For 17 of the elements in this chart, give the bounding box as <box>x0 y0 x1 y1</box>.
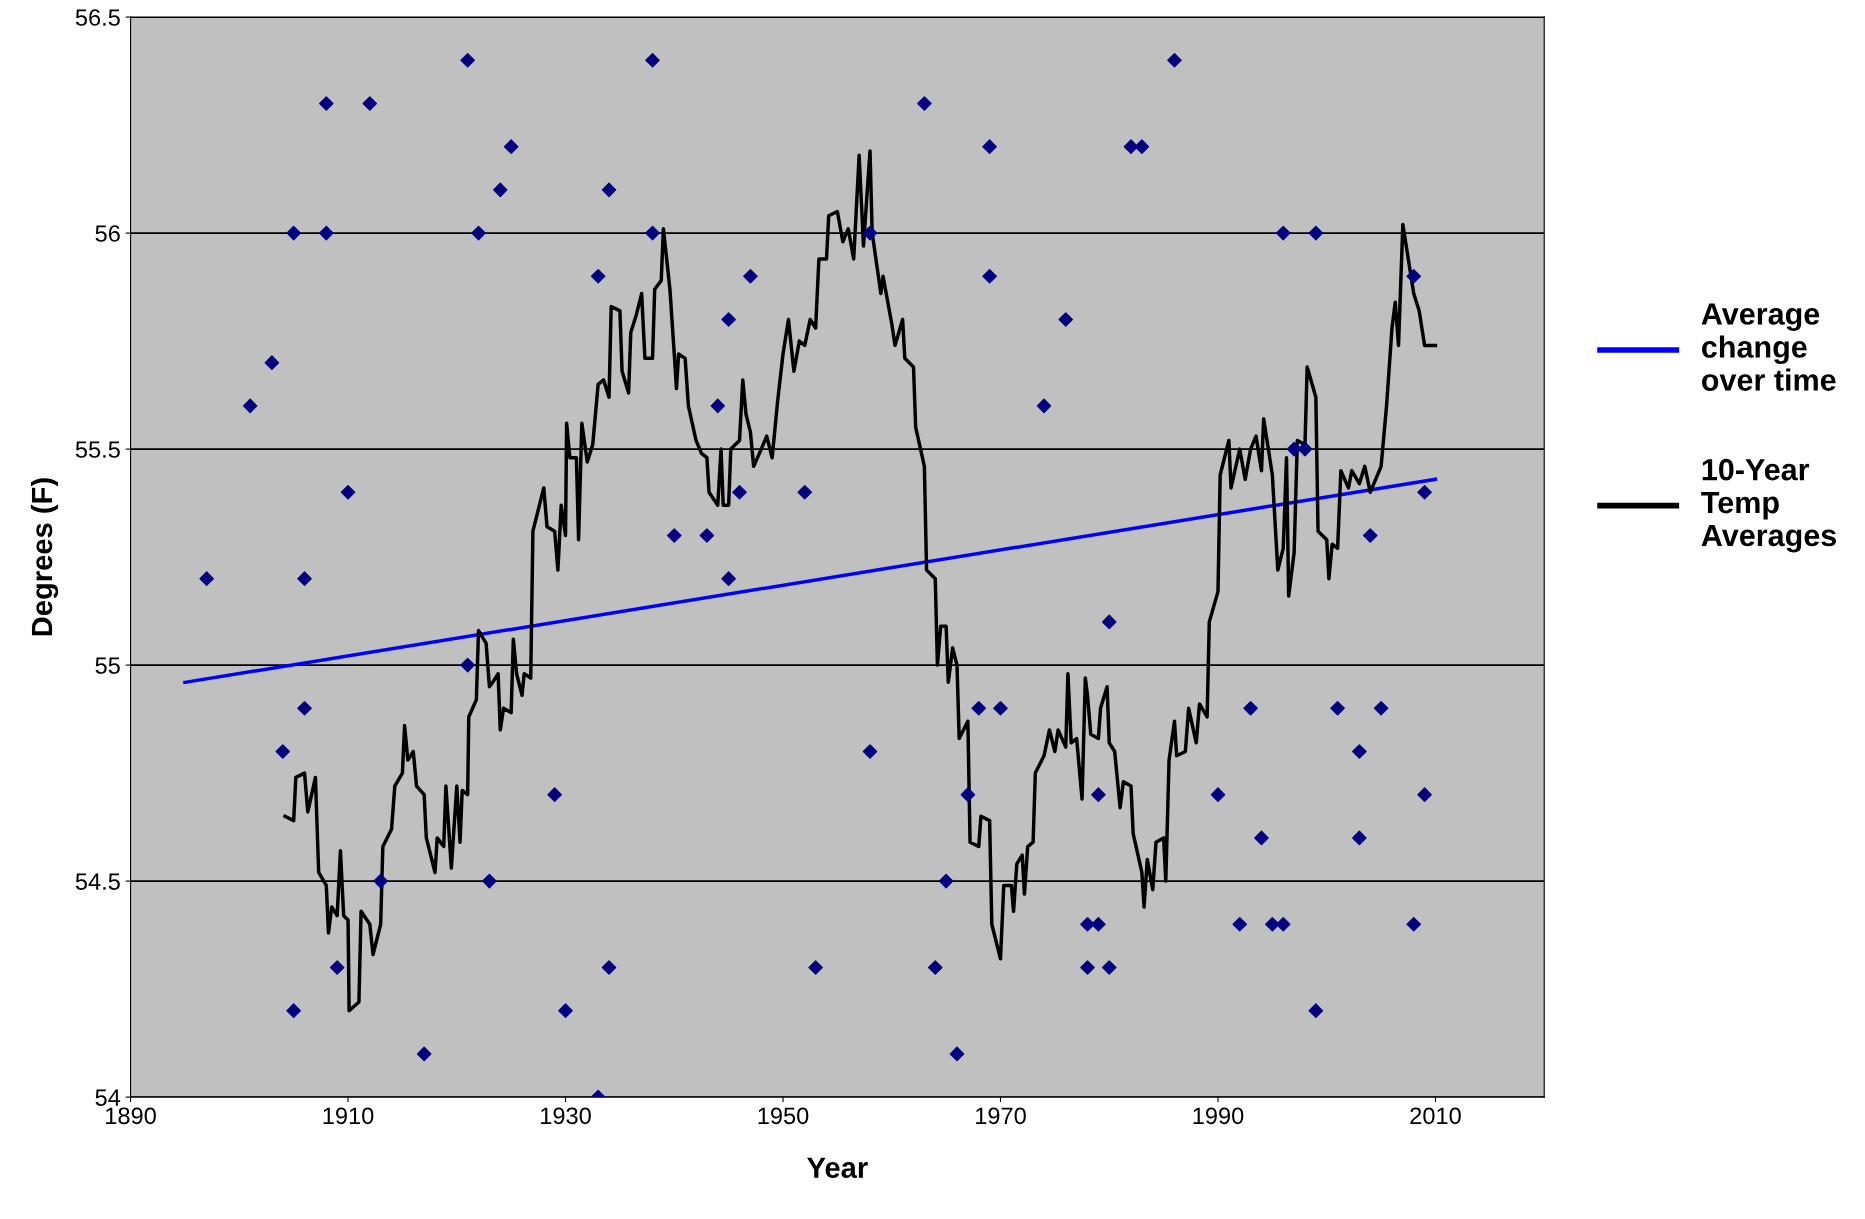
y-tick-label: 54 <box>95 1089 121 1106</box>
y-tick-label: 54.5 <box>75 873 120 890</box>
x-axis-title: Year <box>807 1157 868 1179</box>
y-tick-label: 56.5 <box>75 9 120 26</box>
x-tick-label: 1910 <box>323 1107 374 1125</box>
y-tick-label: 55.5 <box>75 441 120 458</box>
x-tick-label: 1990 <box>1193 1107 1244 1125</box>
legend-label: Average change over time <box>1701 303 1836 391</box>
x-tick-label: 2010 <box>1410 1107 1461 1125</box>
y-tick-label: 55 <box>95 657 120 674</box>
x-tick-label: 1950 <box>758 1107 809 1125</box>
y-tick-label: 56 <box>95 225 120 242</box>
legend-label: 10-Year Temp Averages <box>1701 458 1837 553</box>
x-tick-label: 1970 <box>976 1107 1026 1125</box>
x-tick-label: 1930 <box>541 1107 591 1125</box>
y-axis-title: Degrees (F) <box>30 478 59 636</box>
x-tick-label: 1890 <box>106 1107 156 1125</box>
